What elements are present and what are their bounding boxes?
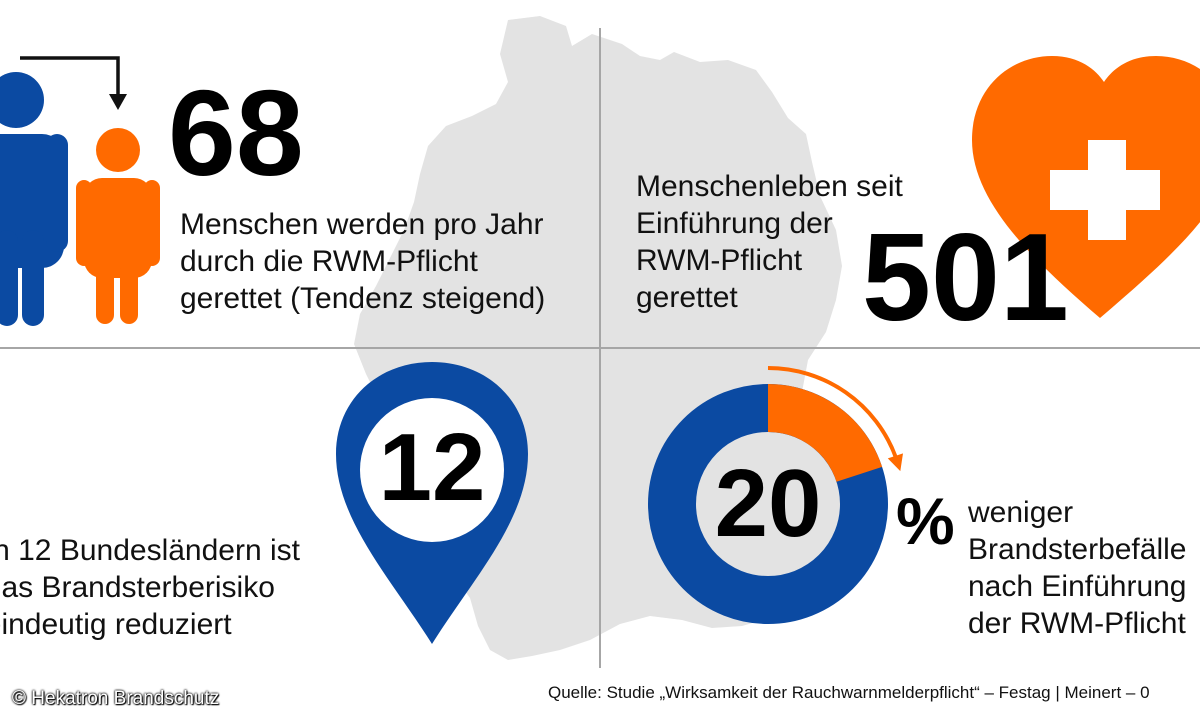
bottom-left-line-2: das Brandsterberisiko xyxy=(0,571,275,604)
top-right-line-4: gerettet xyxy=(636,281,738,314)
top-left-line-3: gerettet (Tendenz steigend) xyxy=(180,282,546,315)
location-pin-icon xyxy=(336,362,528,644)
bottom-right-line-2: Brandsterbefälle xyxy=(968,533,1187,566)
top-right-line-3: RWM-Pflicht xyxy=(636,244,803,277)
top-left-line-2: durch die RWM-Pflicht xyxy=(180,245,478,278)
bottom-right-line-3: nach Einführung xyxy=(968,570,1187,603)
source-note: Quelle: Studie „Wirksamkeit der Rauchwar… xyxy=(548,683,1150,702)
donut-highlight-arc xyxy=(767,384,883,483)
adult-child-icon xyxy=(0,56,160,326)
bottom-left-number: 12 xyxy=(378,414,486,521)
bottom-right-line-1: weniger xyxy=(968,496,1074,529)
top-right-description: Menschenleben seit Einführung der RWM-Pf… xyxy=(636,168,903,316)
donut-chart-icon xyxy=(648,366,903,624)
heart-cross-icon xyxy=(972,56,1200,318)
top-left-number: 68 xyxy=(168,65,304,201)
bottom-right-line-4: der RWM-Pflicht xyxy=(968,607,1186,640)
bottom-right-number: 20 xyxy=(714,450,822,557)
bottom-left-description: In 12 Bundesländern ist das Brandsterber… xyxy=(0,532,300,643)
bottom-left-line-1: In 12 Bundesländern ist xyxy=(0,534,300,567)
donut-direction-arrow xyxy=(767,366,898,458)
percent-sign: % xyxy=(896,484,955,558)
top-right-number: 501 xyxy=(862,209,1069,347)
top-right-line-2: Einführung der xyxy=(636,207,833,240)
bottom-left-line-3: eindeutig reduziert xyxy=(0,608,232,641)
top-left-description: Menschen werden pro Jahr durch die RWM-P… xyxy=(180,206,545,317)
top-right-line-1: Menschenleben seit xyxy=(636,170,903,203)
top-left-line-1: Menschen werden pro Jahr xyxy=(180,208,544,241)
bottom-right-description: weniger Brandsterbefälle nach Einführung… xyxy=(968,494,1187,642)
copyright-credit: © Hekatron Brandschutz xyxy=(12,688,220,709)
